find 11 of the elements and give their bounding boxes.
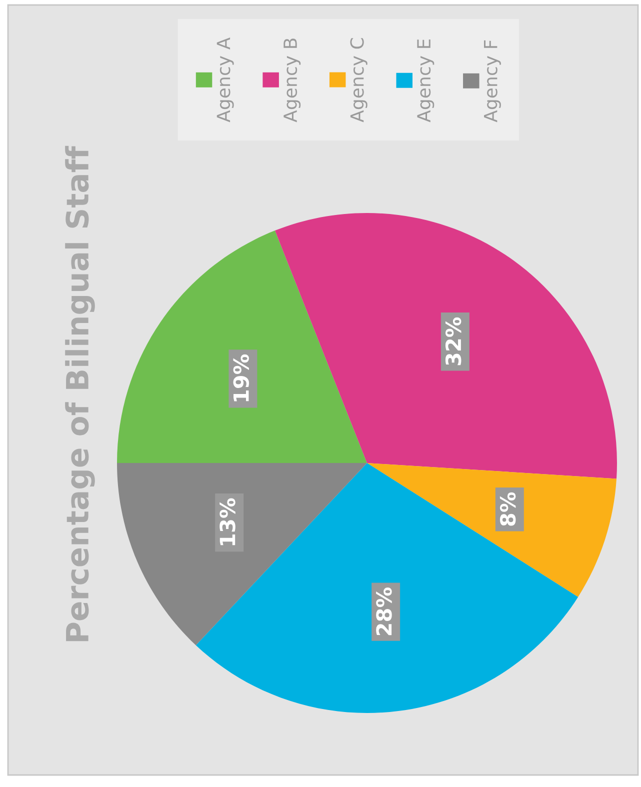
data-label: 8% — [500, 492, 516, 526]
legend-label: Agency E — [417, 39, 434, 122]
legend-label: Agency F — [484, 40, 501, 122]
text: Percentage of Bilingual Staff — [65, 146, 95, 642]
legend-label: Agency C — [350, 38, 368, 122]
data-label: 19% — [233, 354, 249, 402]
data-label: 13% — [220, 498, 236, 546]
data-label: 32% — [445, 317, 462, 366]
data-label: 28% — [376, 588, 392, 636]
legend-label: Agency B — [284, 38, 301, 122]
legend-label: Agency A — [216, 37, 234, 122]
